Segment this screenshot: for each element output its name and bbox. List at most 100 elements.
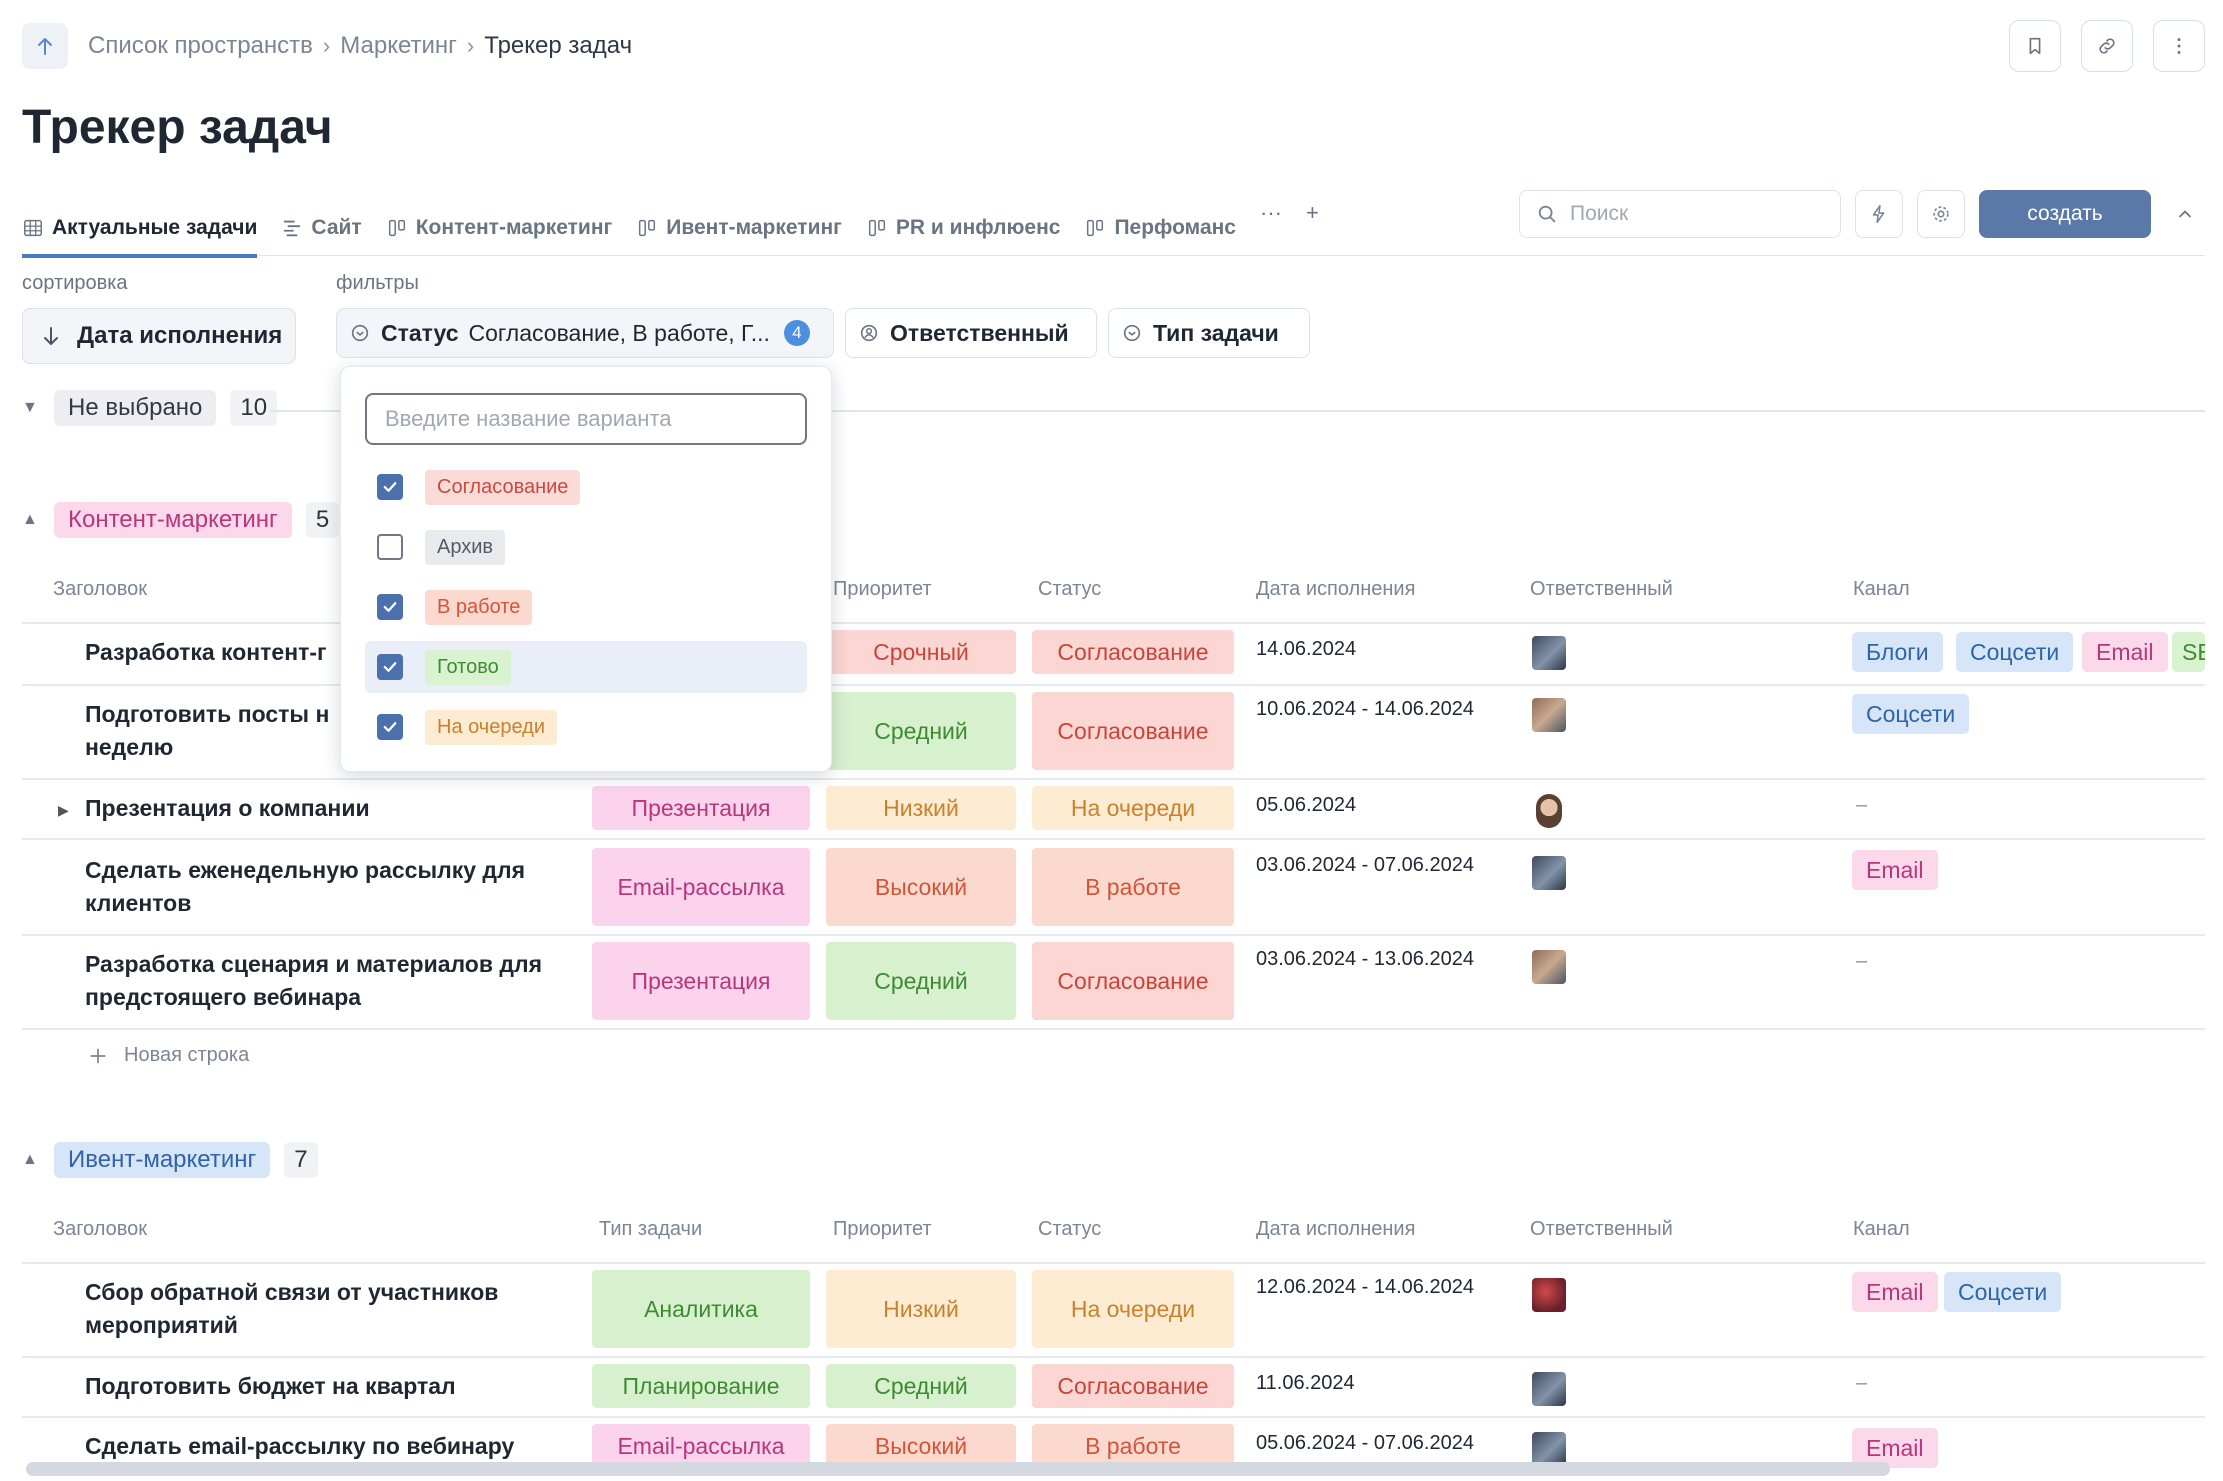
settings-button[interactable] xyxy=(1917,190,1965,238)
column-header-responsible[interactable]: Ответственный xyxy=(1530,578,1673,600)
column-header-date[interactable]: Дата исполнения xyxy=(1256,578,1416,600)
filter-status[interactable]: Статус Согласование, В работе, Г... 4 xyxy=(336,308,834,358)
avatar[interactable] xyxy=(1532,1278,1566,1312)
add-tab-button[interactable]: + xyxy=(1305,200,1319,225)
breadcrumb-marketing[interactable]: Маркетинг xyxy=(340,32,457,59)
tab-performance[interactable]: Перфоманс xyxy=(1084,192,1236,256)
task-title[interactable]: Подготовить бюджет на квартал xyxy=(85,1373,456,1399)
due-date[interactable]: 12.06.2024 - 14.06.2024 xyxy=(1256,1276,1474,1298)
create-button[interactable]: создать xyxy=(1979,190,2151,238)
priority-pill[interactable]: Высокий xyxy=(826,848,1016,926)
due-date[interactable]: 05.06.2024 - 07.06.2024 xyxy=(1256,1432,1474,1454)
task-title[interactable]: Разработка сценария и материалов для xyxy=(85,951,543,977)
option-archive[interactable]: Архив xyxy=(365,521,807,573)
option-approval[interactable]: Согласование xyxy=(365,461,807,513)
task-type-pill[interactable]: Презентация xyxy=(592,786,810,830)
priority-pill[interactable]: Низкий xyxy=(826,1270,1016,1348)
priority-pill[interactable]: Высокий xyxy=(826,1424,1016,1468)
avatar[interactable] xyxy=(1536,794,1562,828)
group-header-content-marketing[interactable]: ▲ Контент-маркетинг 5 xyxy=(22,502,340,538)
column-header-type[interactable]: Тип задачи xyxy=(599,1218,703,1240)
tab-content-marketing[interactable]: Контент-маркетинг xyxy=(386,192,612,256)
status-pill[interactable]: Согласование xyxy=(1032,942,1234,1020)
column-header-status[interactable]: Статус xyxy=(1038,578,1102,600)
priority-pill[interactable]: Средний xyxy=(826,692,1016,770)
due-date[interactable]: 10.06.2024 - 14.06.2024 xyxy=(1256,698,1474,720)
task-title[interactable]: Презентация о компании xyxy=(85,795,370,821)
group-header-event-marketing[interactable]: ▲ Ивент-маркетинг 7 xyxy=(22,1142,318,1178)
tab-site[interactable]: Сайт xyxy=(281,192,362,256)
due-date[interactable]: 11.06.2024 xyxy=(1256,1372,1355,1394)
checkbox[interactable] xyxy=(377,594,403,620)
new-row-button[interactable]: Новая строка xyxy=(88,1044,249,1067)
column-header-title[interactable]: Заголовок xyxy=(53,578,148,600)
column-header-priority[interactable]: Приоритет xyxy=(833,578,932,600)
task-title[interactable]: Сбор обратной связи от участников xyxy=(85,1279,499,1305)
status-pill[interactable]: На очереди xyxy=(1032,786,1234,830)
column-header-responsible[interactable]: Ответственный xyxy=(1530,1218,1673,1240)
sort-by-due-date-button[interactable]: Дата исполнения xyxy=(22,308,296,364)
task-type-pill[interactable]: Email-рассылка xyxy=(592,1424,810,1468)
status-pill[interactable]: Согласование xyxy=(1032,1364,1234,1408)
priority-pill[interactable]: Средний xyxy=(826,942,1016,1020)
avatar[interactable] xyxy=(1532,1372,1566,1406)
more-options-button[interactable] xyxy=(2153,20,2205,72)
column-header-status[interactable]: Статус xyxy=(1038,1218,1102,1240)
horizontal-scrollbar[interactable] xyxy=(26,1462,1890,1476)
column-header-date[interactable]: Дата исполнения xyxy=(1256,1218,1416,1240)
checkbox[interactable] xyxy=(377,534,403,560)
avatar[interactable] xyxy=(1532,698,1566,732)
task-title[interactable]: Сделать еженедельную рассылку для xyxy=(85,857,526,883)
option-queued[interactable]: На очереди xyxy=(365,701,807,753)
task-title[interactable]: Сделать email-рассылку по вебинару xyxy=(85,1433,515,1459)
column-header-title[interactable]: Заголовок xyxy=(53,1218,148,1240)
status-pill[interactable]: Согласование xyxy=(1032,630,1234,674)
task-type-pill[interactable]: Email-рассылка xyxy=(592,848,810,926)
filter-responsible[interactable]: Ответственный xyxy=(845,308,1097,358)
column-header-priority[interactable]: Приоритет xyxy=(833,1218,932,1240)
avatar[interactable] xyxy=(1532,636,1566,670)
group-header-unselected[interactable]: ▼ Не выбрано 10 xyxy=(22,390,278,426)
column-header-channel[interactable]: Канал xyxy=(1853,578,1910,600)
caret-right-icon[interactable]: ▶ xyxy=(58,802,69,818)
bookmark-button[interactable] xyxy=(2009,20,2061,72)
column-header-channel[interactable]: Канал xyxy=(1853,1218,1910,1240)
avatar[interactable] xyxy=(1532,1432,1566,1466)
collapse-toolbar-button[interactable] xyxy=(2165,190,2205,238)
due-date[interactable]: 03.06.2024 - 07.06.2024 xyxy=(1256,854,1474,876)
tab-pr-influence[interactable]: PR и инфлюенс xyxy=(866,192,1060,256)
search-input[interactable] xyxy=(1570,202,1810,226)
checkbox[interactable] xyxy=(377,714,403,740)
due-date[interactable]: 05.06.2024 xyxy=(1256,794,1357,816)
tabs-more-button[interactable]: ··· xyxy=(1260,200,1282,225)
due-date[interactable]: 03.06.2024 - 13.06.2024 xyxy=(1256,948,1474,970)
avatar[interactable] xyxy=(1532,950,1566,984)
task-title[interactable]: Разработка контент-г xyxy=(85,639,327,665)
caret-up-icon[interactable]: ▲ xyxy=(22,511,38,528)
due-date[interactable]: 14.06.2024 xyxy=(1256,638,1357,660)
navigate-up-button[interactable] xyxy=(22,23,68,69)
task-title[interactable]: Подготовить посты н xyxy=(85,701,330,727)
breadcrumb-spaces[interactable]: Список пространств xyxy=(88,32,313,59)
automation-button[interactable] xyxy=(1855,190,1903,238)
priority-pill[interactable]: Средний xyxy=(826,1364,1016,1408)
tab-event-marketing[interactable]: Ивент-маркетинг xyxy=(636,192,842,256)
task-type-pill[interactable]: Планирование xyxy=(592,1364,810,1408)
checkbox[interactable] xyxy=(377,474,403,500)
checkbox[interactable] xyxy=(377,654,403,680)
option-search-input[interactable] xyxy=(365,393,807,445)
task-type-pill[interactable]: Презентация xyxy=(592,942,810,1020)
status-pill[interactable]: В работе xyxy=(1032,1424,1234,1468)
copy-link-button[interactable] xyxy=(2081,20,2133,72)
caret-up-icon[interactable]: ▲ xyxy=(22,1151,38,1168)
priority-pill[interactable]: Низкий xyxy=(826,786,1016,830)
caret-down-icon[interactable]: ▼ xyxy=(22,399,38,416)
priority-pill[interactable]: Срочный xyxy=(826,630,1016,674)
status-pill[interactable]: На очереди xyxy=(1032,1270,1234,1348)
filter-task-type[interactable]: Тип задачи xyxy=(1108,308,1310,358)
tab-current-tasks[interactable]: Актуальные задачи xyxy=(22,192,258,258)
avatar[interactable] xyxy=(1532,856,1566,890)
status-pill[interactable]: В работе xyxy=(1032,848,1234,926)
option-in-progress[interactable]: В работе xyxy=(365,581,807,633)
option-done[interactable]: Готово xyxy=(365,641,807,693)
